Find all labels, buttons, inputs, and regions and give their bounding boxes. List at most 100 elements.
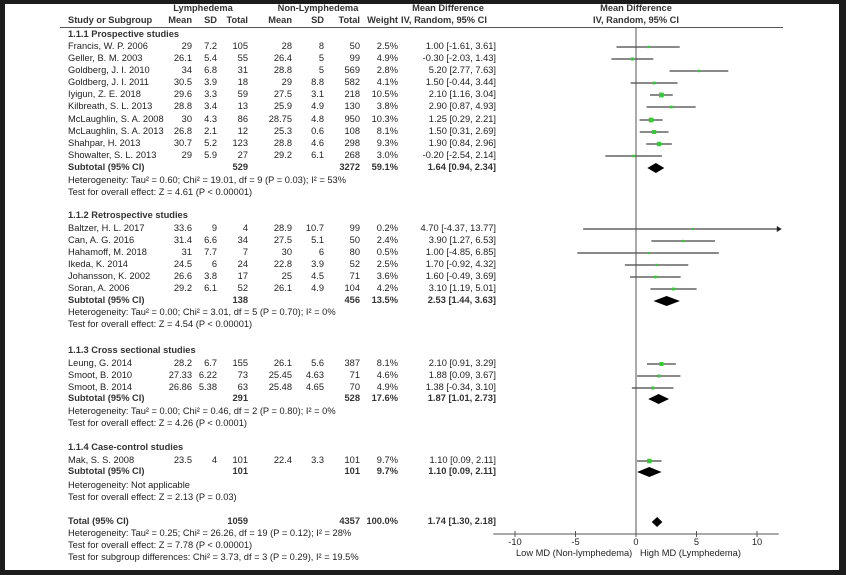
study-weight: 3.6% (376, 271, 398, 281)
study-sd2: 5 (318, 65, 324, 75)
axis-label-left: Low MD (Non-lymphedema) (516, 548, 633, 558)
total2-header: Total (338, 15, 360, 25)
study-ci-text: 1.60 [-0.49, 3.69] (425, 271, 496, 281)
study-m1: 29.6 (173, 89, 192, 99)
study-weight: 9.7% (376, 455, 398, 465)
study-name: Goldberg, J. I. 2010 (68, 65, 150, 75)
study-ci-text: -0.30 [-2.03, 1.43] (422, 53, 496, 63)
heterogeneity-text: Heterogeneity: Tau² = 0.60; Chi² = 19.01… (68, 175, 346, 185)
study-m1: 26.6 (173, 271, 192, 281)
study-ci-text: -0.20 [-2.54, 2.14] (422, 150, 496, 160)
study-weight: 4.9% (376, 382, 398, 392)
study-ci-text: 1.50 [-0.44, 3.44] (425, 77, 496, 87)
study-ci-text: 1.10 [0.09, 2.11] (429, 455, 496, 465)
study-m1: 29 (181, 150, 192, 160)
study-n2: 52 (349, 259, 360, 269)
sd2-header: SD (311, 15, 324, 25)
study-m2: 25 (281, 271, 292, 281)
x-tick-label: 0 (633, 537, 639, 547)
study-n2: 50 (349, 41, 360, 51)
subtotal-label: Subtotal (95% CI) (68, 393, 145, 403)
subgroup-title: 1.1.1 Prospective studies (68, 29, 180, 39)
subtotal-ci-text: 1.87 [1.01, 2.73] (427, 393, 496, 403)
study-m2: 26.4 (273, 53, 292, 63)
study-m2: 28.8 (273, 65, 292, 75)
study-sd2: 4.8 (311, 114, 324, 124)
subtotal-weight: 17.6% (371, 393, 398, 403)
point-estimate-square (659, 361, 664, 367)
study-m2: 29.2 (273, 150, 292, 160)
heterogeneity-text: Heterogeneity: Not applicable (68, 480, 190, 490)
study-n1: 27 (237, 150, 248, 160)
study-m2: 22.8 (273, 259, 292, 269)
point-estimate-square (655, 263, 658, 267)
study-sd2: 6.1 (311, 150, 324, 160)
study-ci-text: 2.10 [0.91, 3.29] (428, 358, 496, 368)
study-ci-text: 3.10 [1.19, 5.01] (428, 283, 496, 293)
study-name: Goldberg, J. I. 2011 (68, 77, 149, 87)
study-n1: 52 (237, 283, 248, 293)
study-weight: 10.5% (371, 89, 398, 99)
study-sd2: 4.65 (305, 382, 324, 392)
study-m1: 26.1 (173, 53, 192, 63)
ci-arrow (776, 226, 782, 232)
study-m1: 33.6 (173, 223, 192, 233)
study-m1: 34 (181, 65, 192, 75)
subtotal-ci-text: 2.53 [1.44, 3.63] (427, 295, 496, 305)
study-ci-text: 2.10 [1.16, 3.04] (428, 89, 496, 99)
study-sd2: 4.5 (311, 271, 324, 281)
point-estimate-square (669, 105, 673, 109)
study-weight: 4.1% (376, 77, 398, 87)
x-tick-label: 10 (751, 537, 763, 547)
study-sd2: 3.1 (311, 89, 324, 99)
study-weight: 2.8% (376, 65, 398, 75)
study-n1: 13 (237, 101, 248, 111)
study-n2: 99 (349, 223, 360, 233)
study-m2: 28.75 (268, 114, 292, 124)
study-sd1: 7.2 (204, 41, 217, 51)
study-name: Johansson, K. 2002 (68, 271, 151, 281)
study-m2: 27.5 (273, 235, 292, 245)
subtotal-ci-text: 1.10 [0.09, 2.11] (428, 466, 496, 476)
subtotal-n2: 528 (344, 393, 360, 403)
study-m1: 27.33 (168, 370, 192, 380)
study-name: Ikeda, K. 2014 (68, 259, 128, 269)
study-n1: 55 (237, 53, 248, 63)
study-name: Leung, G. 2014 (68, 358, 133, 368)
study-name: Mak, S. S. 2008 (68, 455, 135, 465)
study-sd1: 3.4 (204, 101, 217, 111)
study-n2: 71 (349, 370, 360, 380)
study-n2: 218 (344, 89, 360, 99)
total-ci-text: 1.74 [1.30, 2.18] (427, 516, 496, 526)
plot-subtitle: IV, Random, 95% CI (593, 15, 679, 25)
study-sd1: 9 (211, 223, 217, 233)
study-ci-text: 1.38 [-0.34, 3.10] (425, 382, 496, 392)
sd1-header: SD (204, 15, 217, 25)
study-name: Soran, A. 2006 (68, 283, 130, 293)
study-n2: 387 (344, 358, 360, 368)
study-n1: 155 (232, 358, 248, 368)
study-n2: 268 (344, 150, 360, 160)
study-sd1: 6.6 (204, 235, 217, 245)
study-sd1: 3.9 (204, 77, 217, 87)
study-name: Iyigun, Z. E. 2018 (68, 89, 141, 99)
subtotal-n2: 456 (344, 295, 360, 305)
study-m2: 26.1 (273, 283, 292, 293)
study-m2: 28.8 (273, 138, 292, 148)
study-weight: 10.3% (371, 114, 398, 124)
study-m1: 30.5 (173, 77, 192, 87)
study-n2: 298 (344, 138, 360, 148)
study-name: Smoot, B. 2014 (68, 382, 133, 392)
mean2-header: Mean (268, 15, 292, 25)
study-sd2: 5 (318, 53, 324, 63)
study-name: Hahamoff, M. 2018 (68, 247, 147, 257)
point-estimate-square (652, 129, 657, 135)
study-m2: 25.9 (273, 101, 292, 111)
study-m1: 26.8 (173, 126, 192, 136)
study-sd2: 4.9 (311, 283, 324, 293)
md-column-title: Mean Difference (412, 3, 484, 13)
study-n2: 108 (344, 126, 360, 136)
study-sd1: 4.3 (204, 114, 217, 124)
study-weight: 2.5% (376, 259, 398, 269)
subtotal-n1: 138 (232, 295, 248, 305)
